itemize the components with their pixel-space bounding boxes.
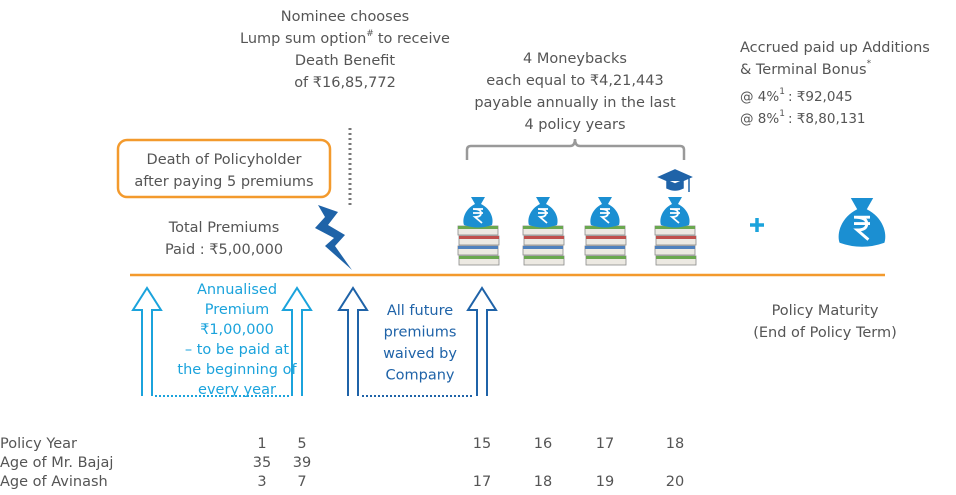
cell: 20 <box>666 474 684 490</box>
plus-icon <box>750 218 764 232</box>
annualised-text: – to be paid at <box>185 342 290 358</box>
waived: All future premiums waived by Company <box>383 303 457 384</box>
nominee-text: Nominee chooses <box>281 9 409 25</box>
moneyback-text: payable annually in the last <box>474 95 676 111</box>
row-label: Age of Mr. Bajaj <box>0 455 113 471</box>
arrow <box>339 288 367 396</box>
total-premiums-text: Paid : ₹5,00,000 <box>165 242 283 258</box>
maturity: Policy Maturity (End of Policy Term) <box>753 303 897 341</box>
moneyback-text: 4 policy years <box>524 117 625 133</box>
row-label: Policy Year <box>0 436 77 452</box>
books-icon <box>585 226 626 265</box>
death-text: after paying 5 premiums <box>134 174 313 190</box>
waived-text: premiums <box>384 325 457 341</box>
nominee-text: to receive <box>378 31 450 47</box>
cell: 15 <box>473 436 491 452</box>
annualised-text: Annualised <box>197 282 277 298</box>
accrued-text: Accrued paid up Additions <box>740 40 930 56</box>
accrued-text: & Terminal Bonus <box>740 62 867 78</box>
cell: 17 <box>473 474 491 490</box>
bag-icon <box>528 197 557 228</box>
waived-text: All future <box>387 303 453 319</box>
page: Nominee chooses Lump sum option# to recei… <box>0 0 956 495</box>
cell: 17 <box>596 436 614 452</box>
footnote-mark: 1 <box>779 87 785 97</box>
nominee-text: Lump sum option <box>240 31 366 47</box>
rate: @ 8% <box>740 111 779 127</box>
annualised-text: ₹1,00,000 <box>200 322 274 338</box>
cell: 3 <box>257 474 266 490</box>
lightning <box>315 205 352 270</box>
total-premiums: Total Premiums Paid : ₹5,00,000 <box>165 220 283 258</box>
annualised: Annualised Premium ₹1,00,000 – to be paid a… <box>177 282 297 398</box>
annualised-text: every year <box>198 382 276 398</box>
cell: 18 <box>534 474 552 490</box>
annualised-text: the beginning of <box>177 362 297 378</box>
cap-icon <box>659 170 691 192</box>
waived-text: waived by <box>383 346 457 362</box>
bag-icon <box>660 197 689 228</box>
death-text: Death of Policyholder after paying 5 prem… <box>134 152 313 190</box>
cell: 1 <box>257 436 266 452</box>
nominee-text: Death Benefit <box>295 53 396 69</box>
footnote-mark: # <box>366 29 374 39</box>
maturity-text: Policy Maturity <box>772 303 879 319</box>
annualised-text: Premium <box>205 302 270 318</box>
death-text: Death of Policyholder <box>147 152 302 168</box>
cell: 19 <box>596 474 614 490</box>
infographic: Nominee chooses Lump sum option# to recei… <box>0 0 956 495</box>
cell: 16 <box>534 436 552 452</box>
books-icon <box>655 226 696 265</box>
footnote-mark: * <box>867 59 872 69</box>
books-icon <box>523 226 564 265</box>
maturity-text: (End of Policy Term) <box>753 325 897 341</box>
row-label: Age of Avinash <box>0 474 108 490</box>
amount: : ₹92,045 <box>788 89 853 105</box>
rate-text: @ 4%1: ₹92,045 <box>740 87 853 106</box>
cell: 7 <box>297 474 306 490</box>
moneyback-text: each equal to ₹4,21,443 <box>486 73 663 89</box>
bag-icon <box>839 198 886 247</box>
cell: 18 <box>666 436 684 452</box>
books-icon <box>458 226 499 265</box>
accrued-text: & Terminal Bonus* <box>740 59 872 79</box>
waived-text: Company <box>386 368 455 384</box>
footnote-mark: 1 <box>779 109 785 119</box>
cell: 5 <box>297 436 306 452</box>
moneybacks: 4 Moneybacks each equal to ₹4,21,443 payab… <box>474 51 676 133</box>
bag-icon <box>590 197 619 228</box>
total-premiums-text: Total Premiums <box>168 220 280 236</box>
arrow <box>468 288 496 396</box>
nominee-text: of ₹16,85,772 <box>294 75 396 91</box>
moneyback-text: 4 Moneybacks <box>523 51 627 67</box>
rates: @ 4%1: ₹92,045@ 8%1: ₹8,80,131 <box>740 87 866 128</box>
rate-text: @ 8%1: ₹8,80,131 <box>740 109 866 128</box>
arrow <box>133 288 161 396</box>
cell: 35 <box>253 455 271 471</box>
cell: 39 <box>293 455 311 471</box>
amount: : ₹8,80,131 <box>788 111 866 127</box>
bracket <box>467 139 684 160</box>
rate: @ 4% <box>740 89 779 105</box>
nominee-text: Lump sum option# to receive <box>240 29 450 48</box>
bag-icon <box>463 197 492 228</box>
